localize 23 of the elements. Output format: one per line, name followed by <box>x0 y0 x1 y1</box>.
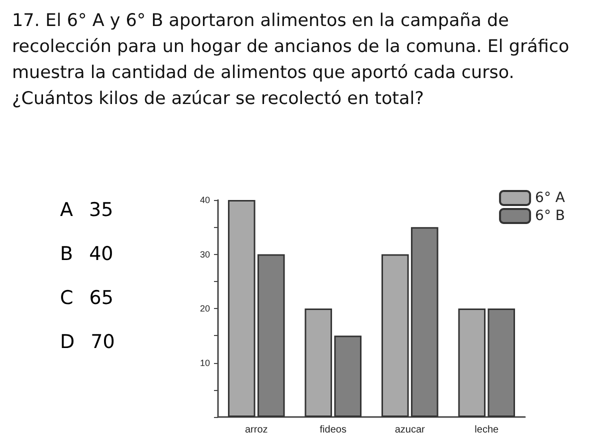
x-tick-label: fideos <box>320 424 346 435</box>
x-tick-label: azucar <box>394 424 426 435</box>
legend-label: 6° B <box>535 208 566 224</box>
text: C 65 <box>60 286 114 311</box>
bar <box>381 254 409 417</box>
x-tick-label: arroz <box>244 424 268 435</box>
bar <box>304 308 332 417</box>
y-tick-label: 30 <box>200 249 210 260</box>
chart-title: 17. El 6° A y 6° B aportaron alimentos en la campaña de recolección para un hogar de ancianos de la comuna. El gráfico muestra la cantidad de alimentos que aportó cada curso. ¿Cuántos kilos de azúcar se recolectó en total? <box>12 10 570 111</box>
bar <box>410 227 438 417</box>
legend-label: 6° A <box>535 190 566 206</box>
text: D 70 <box>60 330 115 355</box>
y-tick-label: 20 <box>200 304 210 314</box>
bar <box>488 308 516 417</box>
bar <box>458 308 486 417</box>
bar <box>257 254 285 417</box>
text: A 35 <box>60 198 114 223</box>
text: B 40 <box>60 242 114 267</box>
y-tick-label: 40 <box>200 195 210 205</box>
x-tick-label: leche <box>474 424 500 435</box>
y-tick-label: 10 <box>200 358 210 368</box>
bar <box>228 200 256 417</box>
bar <box>334 336 362 417</box>
